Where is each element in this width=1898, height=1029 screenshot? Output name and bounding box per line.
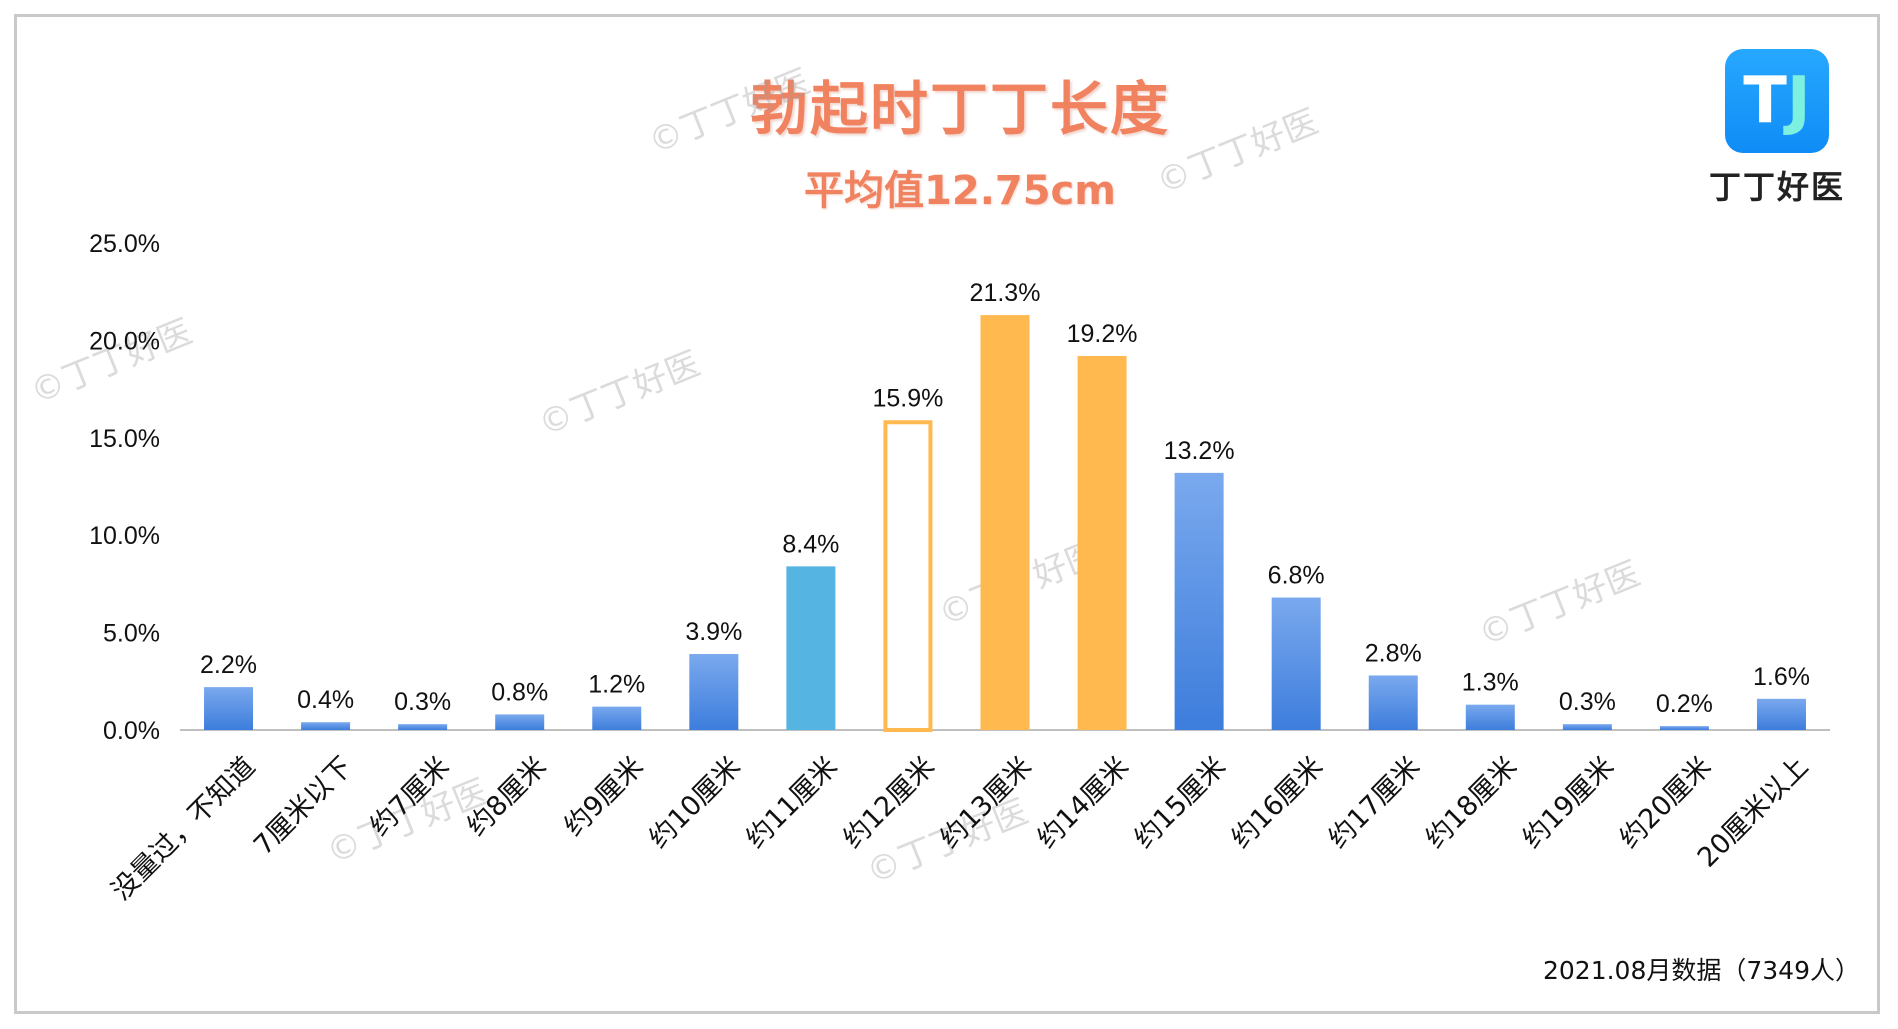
bar <box>1562 724 1612 730</box>
bar-value-label: 0.3% <box>394 688 451 716</box>
y-tick-label: 15.0% <box>89 425 160 453</box>
bar-value-label: 2.2% <box>200 651 257 679</box>
bar-value-label: 19.2% <box>1067 320 1138 348</box>
bar <box>592 706 642 730</box>
bar <box>786 566 836 730</box>
y-tick-label: 10.0% <box>89 522 160 550</box>
bar-value-label: 0.4% <box>297 686 354 714</box>
bar-value-label: 6.8% <box>1268 562 1325 590</box>
bar-value-label: 3.9% <box>685 618 742 646</box>
brand-logo-icon: TJ <box>1725 49 1829 153</box>
bar-value-label: 15.9% <box>872 384 943 412</box>
y-tick-label: 20.0% <box>89 327 160 355</box>
bar <box>1271 597 1321 730</box>
bar <box>980 315 1030 730</box>
logo-glyph-main: T <box>1743 64 1787 138</box>
bar-value-label: 2.8% <box>1365 639 1422 667</box>
chart-subtitle: 平均值12.75cm <box>804 168 1116 214</box>
x-category-label: 约8厘米 <box>461 751 552 842</box>
x-category-label: 约14厘米 <box>1032 751 1135 854</box>
bar <box>1659 726 1709 730</box>
bar <box>398 724 448 730</box>
bar-value-label: 1.3% <box>1462 669 1519 697</box>
x-category-label: 约20厘米 <box>1614 751 1717 854</box>
bar <box>689 654 739 730</box>
x-category-label: 约15厘米 <box>1129 751 1232 854</box>
chart-title: 勃起时丁丁长度 <box>749 75 1170 143</box>
x-category-label: 约7厘米 <box>364 751 455 842</box>
bar-value-label: 13.2% <box>1164 437 1235 465</box>
bar <box>204 687 254 730</box>
x-category-label: 约19厘米 <box>1517 751 1620 854</box>
y-tick-label: 5.0% <box>103 620 160 648</box>
bar <box>1756 698 1806 730</box>
bar <box>883 420 933 732</box>
bar <box>1077 355 1127 730</box>
data-source-note: 2021.08月数据（7349人） <box>1542 956 1860 985</box>
bar-value-label: 21.3% <box>970 279 1041 307</box>
x-category-label: 7厘米以下 <box>248 751 358 861</box>
bar-value-label: 0.2% <box>1656 690 1713 718</box>
x-category-label: 没量过，不知道 <box>106 751 262 907</box>
bar-value-label: 0.8% <box>491 678 548 706</box>
y-tick-label: 0.0% <box>103 717 160 745</box>
bar <box>495 714 545 730</box>
x-category-label: 约16厘米 <box>1226 751 1329 854</box>
bar-value-label: 1.2% <box>588 671 645 699</box>
logo-glyph-accent: J <box>1786 64 1811 138</box>
logo-glyph: TJ <box>1725 61 1829 141</box>
brand-name: 丁丁好医 <box>1708 168 1845 206</box>
bar <box>301 722 351 730</box>
x-category-label: 约10厘米 <box>643 751 746 854</box>
bar-value-label: 0.3% <box>1559 688 1616 716</box>
chart-frame <box>14 14 1880 1014</box>
x-category-label: 约13厘米 <box>934 751 1037 854</box>
bar <box>1368 675 1418 730</box>
bar-value-label: 1.6% <box>1753 663 1810 691</box>
x-category-label: 约17厘米 <box>1323 751 1426 854</box>
x-category-label: 约9厘米 <box>558 751 649 842</box>
x-category-label: 约12厘米 <box>837 751 940 854</box>
x-category-label: 约18厘米 <box>1420 751 1523 854</box>
y-tick-label: 25.0% <box>89 230 160 258</box>
bar <box>1174 472 1224 730</box>
bar-value-label: 8.4% <box>782 530 839 558</box>
bar <box>1465 704 1515 730</box>
x-category-label: 约11厘米 <box>740 751 843 854</box>
